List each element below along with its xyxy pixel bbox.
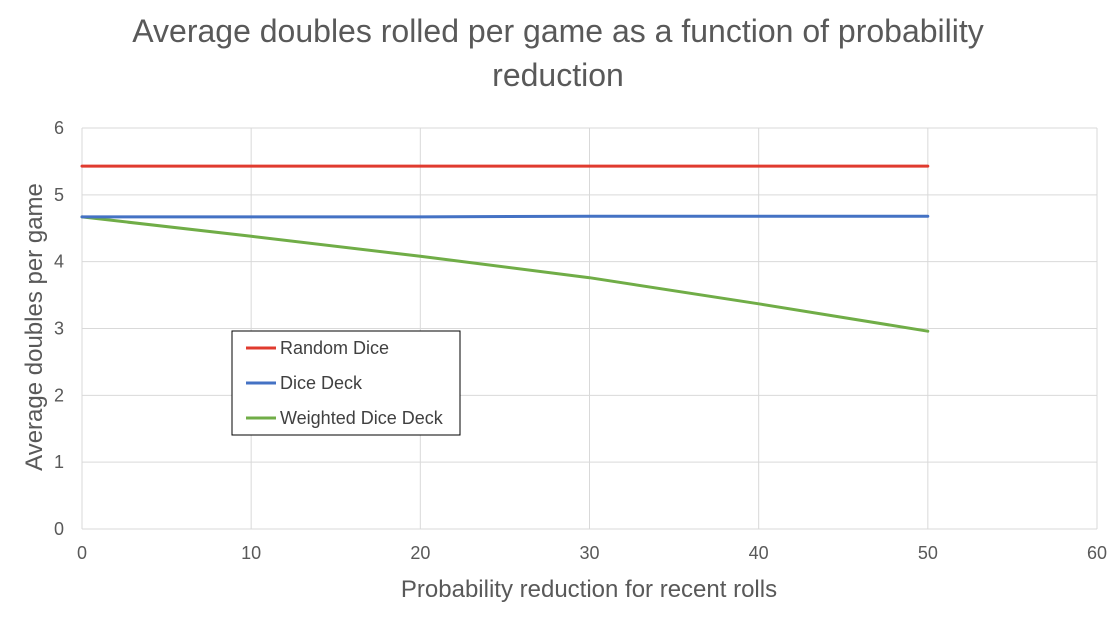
x-tick-label: 20 xyxy=(410,543,430,563)
y-tick-label: 1 xyxy=(54,452,64,472)
y-tick-label: 2 xyxy=(54,385,64,405)
y-tick-label: 0 xyxy=(54,519,64,539)
legend-label: Random Dice xyxy=(280,338,389,358)
chart-title-line-1: Average doubles rolled per game as a fun… xyxy=(132,13,984,49)
y-tick-label: 3 xyxy=(54,319,64,339)
x-tick-label: 10 xyxy=(241,543,261,563)
x-tick-label: 60 xyxy=(1087,543,1107,563)
x-axis-title: Probability reduction for recent rolls xyxy=(401,576,777,603)
y-axis-title: Average doubles per game xyxy=(21,183,48,471)
gridlines xyxy=(81,127,1098,530)
y-tick-label: 5 xyxy=(54,185,64,205)
legend: Random Dice Dice Deck Weighted Dice Deck xyxy=(231,330,461,436)
chart-title-line-2: reduction xyxy=(492,57,624,93)
x-tick-label: 40 xyxy=(749,543,769,563)
y-tick-label: 4 xyxy=(54,252,64,272)
series-lines xyxy=(80,164,930,333)
legend-label: Dice Deck xyxy=(280,373,363,393)
x-tick-label: 30 xyxy=(579,543,599,563)
series-line-weighted-dice-deck xyxy=(80,215,930,333)
series-line-dice-deck xyxy=(80,214,930,219)
x-tick-label: 50 xyxy=(918,543,938,563)
y-tick-label: 6 xyxy=(54,118,64,138)
x-tick-label: 0 xyxy=(77,543,87,563)
legend-label: Weighted Dice Deck xyxy=(280,408,444,428)
